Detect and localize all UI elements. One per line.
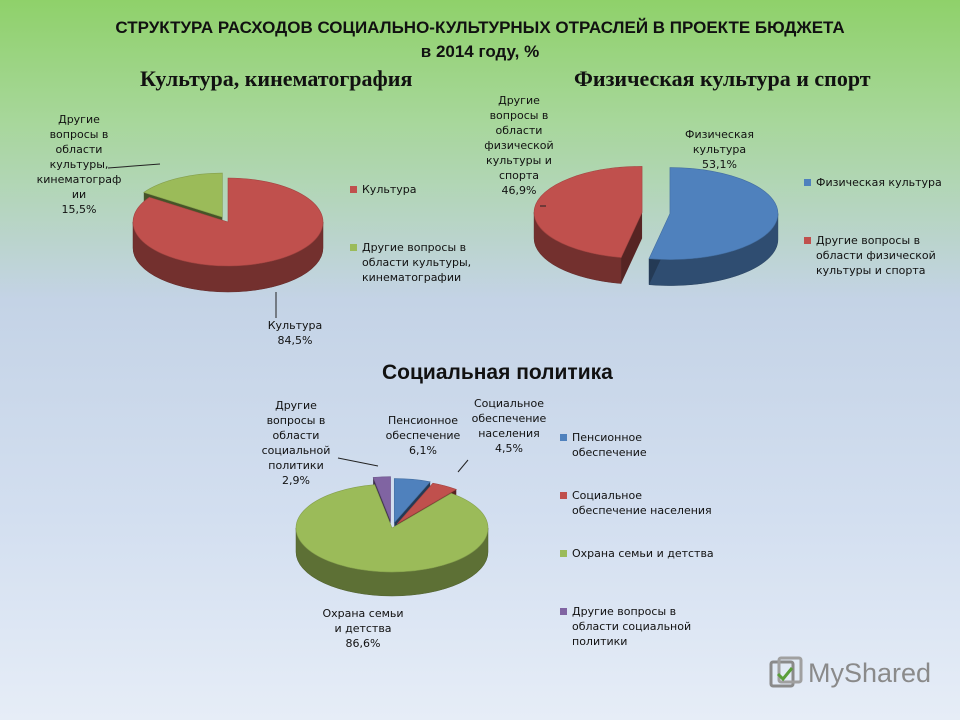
chart-title-sport: Физическая культура и спорт — [574, 66, 871, 91]
legend-item-line: Культура — [362, 183, 417, 196]
data-label-line: вопросы в — [266, 414, 326, 427]
data-label-0-1: Другие вопросы в области культуры, кинематог… — [24, 112, 134, 217]
legend-item-2-0: Пенсионное обеспечение — [572, 430, 647, 460]
pie-chart-2 — [295, 457, 489, 597]
legend-item-line: области физической — [816, 249, 936, 262]
legend-item-1-0: Физическая культура — [816, 175, 942, 190]
pie-slice-2-1 — [396, 482, 457, 525]
pie-slice-1-0 — [648, 167, 779, 260]
leader-line-0-1 — [107, 163, 161, 169]
data-label-line: кинематограф — [36, 173, 122, 186]
data-label-line: культуры, — [49, 158, 109, 171]
pie-slice-1-1 — [533, 166, 643, 258]
myshared-logo-text: MyShared — [808, 658, 932, 688]
data-label-line: Социальное — [474, 397, 544, 410]
legend-item-line: обеспечение — [572, 446, 647, 459]
data-label-line: вопросы в — [49, 128, 109, 141]
data-label-line: 86,6% — [345, 637, 381, 650]
slice-cut-1-1-0 — [621, 212, 643, 284]
data-label-line: культура — [692, 143, 747, 156]
data-label-0-0: Культура 84,5% — [255, 318, 335, 348]
legend-item-line: Социальное — [572, 489, 642, 502]
data-label-line: 15,5% — [61, 203, 97, 216]
data-label-line: 2,9% — [282, 474, 310, 487]
legend-swatch-0-0 — [350, 186, 357, 193]
data-label-line: социальной — [261, 444, 331, 457]
data-label-line: спорта — [498, 169, 540, 182]
chart-title-social: Социальная политика — [382, 361, 613, 384]
data-label-line: Другие — [58, 113, 100, 126]
leader-line-2-1 — [457, 459, 469, 473]
legend-item-0-0: Культура — [362, 182, 416, 197]
data-label-line: физической — [484, 139, 554, 152]
data-label-2-3: Другие вопросы в области социальной политики… — [246, 398, 346, 488]
data-label-line: Другие — [275, 399, 317, 412]
legend-item-2-1: Социальное обеспечение населения — [572, 488, 712, 518]
data-label-line: Культура — [267, 319, 323, 332]
data-label-line: 84,5% — [277, 334, 313, 347]
pie-chart-0 — [107, 163, 324, 318]
myshared-logo: MyShared — [768, 656, 932, 696]
legend-item-line: Охрана семьи и детства — [572, 547, 714, 560]
pie-slice-2-2 — [295, 484, 489, 573]
legend-item-0-1: Другие вопросы в области культуры, кинемат… — [362, 240, 471, 285]
legend-swatch-1-1 — [804, 237, 811, 244]
slide-title-line1: СТРУКТУРА РАСХОДОВ СОЦИАЛЬНО-КУЛЬТУРНЫХ … — [115, 18, 845, 37]
data-label-line: области — [495, 124, 543, 137]
data-label-line: политики — [268, 459, 324, 472]
legend-item-1-1: Другие вопросы в области физической культу… — [816, 233, 936, 278]
legend-swatch-2-1 — [560, 492, 567, 499]
legend-item-line: области социальной — [572, 620, 692, 633]
legend-item-2-3: Другие вопросы в области социальной полити… — [572, 604, 691, 649]
data-label-line: Пенсионное — [387, 414, 459, 427]
legend-item-line: кинематографии — [362, 271, 462, 284]
pie-slice-2-3 — [372, 476, 391, 521]
data-label-line: и детства — [334, 622, 392, 635]
legend-item-2-2: Охрана семьи и детства — [572, 546, 714, 561]
legend-item-line: Физическая культура — [816, 176, 942, 189]
chart-title-culture: Культура, кинематография — [140, 66, 413, 91]
data-label-line: области — [272, 429, 320, 442]
pie-slice-0-0 — [132, 177, 324, 267]
legend-item-line: Другие вопросы в — [572, 605, 677, 618]
legend-swatch-2-3 — [560, 608, 567, 615]
data-label-2-2: Охрана семьи и детства 86,6% — [318, 606, 408, 651]
legend-swatch-0-1 — [350, 244, 357, 251]
slide-title-line2: в 2014 году, % — [420, 42, 540, 61]
legend-item-line: области культуры, — [362, 256, 472, 269]
pie-chart-1 — [533, 166, 779, 286]
legend-item-line: культуры и спорта — [816, 264, 926, 277]
legend-swatch-1-0 — [804, 179, 811, 186]
data-label-line: 46,9% — [501, 184, 537, 197]
data-label-line: вопросы в — [489, 109, 549, 122]
legend-item-line: Другие вопросы в — [362, 241, 467, 254]
data-label-line: области — [55, 143, 103, 156]
legend-item-line: политики — [572, 635, 628, 648]
data-label-1-0: Физическая культура 53,1% — [672, 127, 767, 172]
data-label-line: 53,1% — [702, 158, 737, 171]
data-label-line: Другие — [498, 94, 540, 107]
myshared-logo-icon — [769, 656, 803, 688]
data-label-line: обеспечение — [385, 429, 461, 442]
legend-item-line: Другие вопросы в — [816, 234, 921, 247]
legend-item-line: обеспечение населения — [572, 504, 712, 517]
legend-item-line: Пенсионное — [572, 431, 643, 444]
data-label-line: ии — [71, 188, 87, 201]
data-label-line: населения — [478, 427, 540, 440]
data-label-line: культуры и — [486, 154, 552, 167]
legend-swatch-2-2 — [560, 550, 567, 557]
data-label-2-1: Социальное обеспечение населения 4,5% — [464, 396, 554, 456]
data-label-2-0: Пенсионное обеспечение 6,1% — [378, 413, 468, 458]
leader-line-2-3 — [337, 457, 379, 467]
data-label-line: 4,5% — [495, 442, 523, 455]
legend-swatch-2-0 — [560, 434, 567, 441]
data-label-line: обеспечение — [471, 412, 547, 425]
data-label-line: Охрана семьи — [322, 607, 404, 620]
data-label-line: Физическая — [685, 128, 754, 141]
data-label-line: 6,1% — [409, 444, 437, 457]
pie-slice-0-1 — [143, 172, 223, 218]
data-label-1-1: Другие вопросы в области физической культуры… — [474, 93, 564, 198]
pie-slice-2-0 — [393, 478, 431, 524]
